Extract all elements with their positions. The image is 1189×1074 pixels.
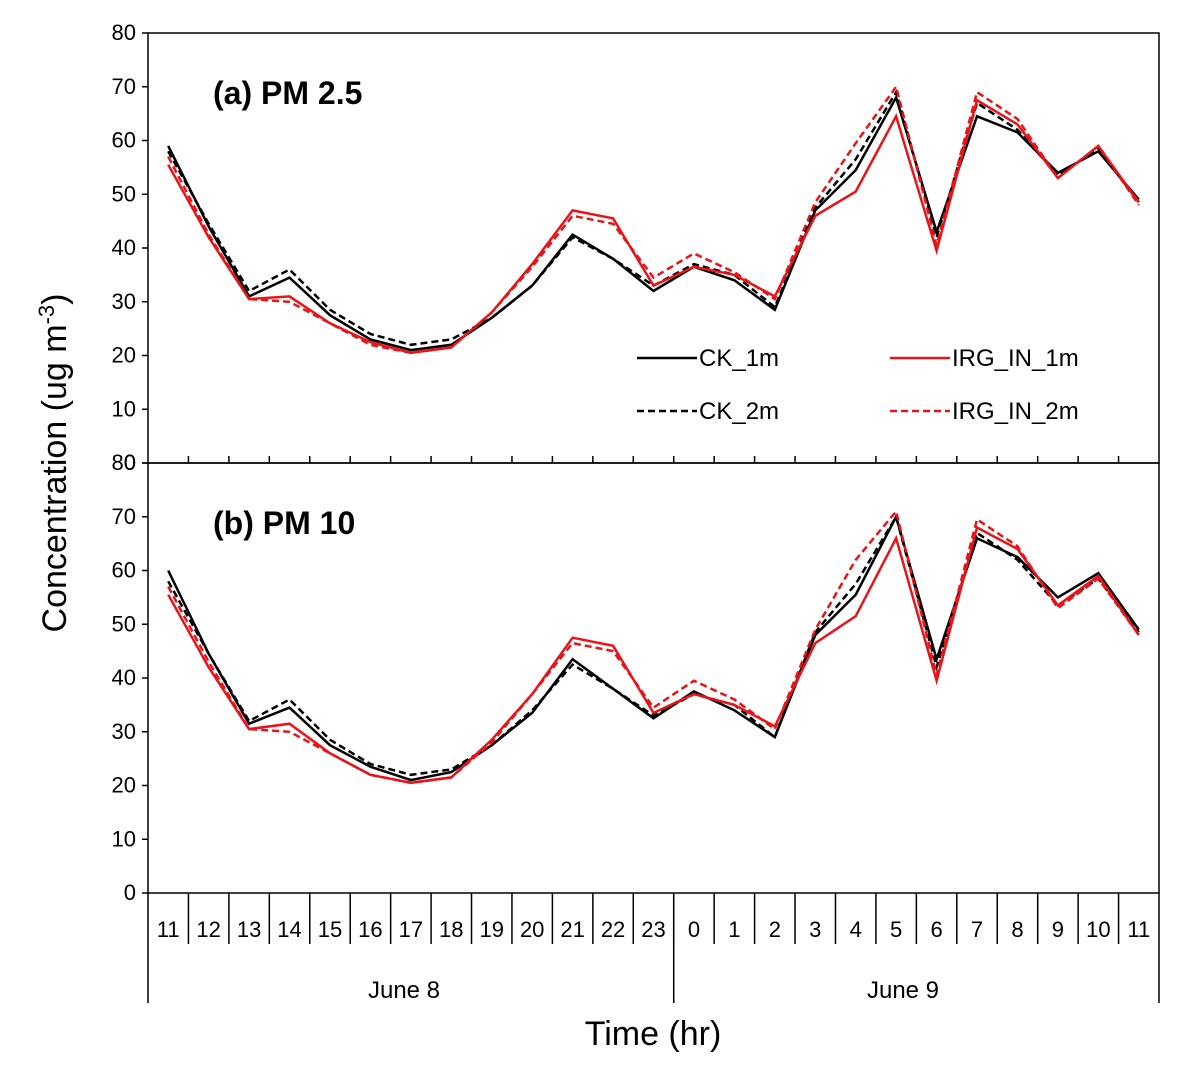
legend-label-ck-2m: CK_2m [699,398,779,425]
series-line-a-ck-1m [167,94,1140,352]
y-tick-label: 70 [112,74,136,99]
x-tick-label: 14 [277,917,301,942]
y-tick-label: 70 [112,504,136,529]
x-tick-label: 10 [1086,917,1110,942]
panel-b-title: (b) PM 10 [213,505,355,541]
day-label-june-8: June 8 [368,977,440,1004]
x-tick-label: 9 [1052,917,1064,942]
y-tick-label: 20 [112,343,136,368]
series-line-a-irg-in-2m [167,83,1140,355]
series-line-b-irg-in-1m [167,525,1140,785]
y-tick-label: 40 [112,665,136,690]
x-tick-label: 12 [196,917,220,942]
x-tick-label: 21 [560,917,584,942]
y-axis-title: Concentration (ug m-3) [34,294,74,633]
y-tick-label: 60 [112,128,136,153]
y-axis-title-superscript: -3 [34,305,59,325]
y-tick-label: 10 [112,396,136,421]
x-tick-label: 8 [1011,917,1023,942]
y-tick-label: 60 [112,558,136,583]
x-tick-label: 22 [601,917,625,942]
y-tick-label: 80 [112,450,136,475]
series-line-a-ck-2m [167,88,1140,347]
x-tick-label: 4 [850,917,862,942]
series-line-b-ck-2m [167,513,1140,777]
x-tick-label: 18 [439,917,463,942]
x-tick-labels: 11 12 13 14 15 16 17 18 19 20 21 22 23 0 1 2 3 4 5 6 7 8 9 10 11 [157,917,1150,942]
x-tick-label: 15 [318,917,342,942]
x-tick-label: 16 [358,917,382,942]
y-tick-label: 80 [112,20,136,45]
y-tick-label: 0 [124,450,136,475]
axis-ticks [142,32,1160,1003]
x-tick-label: 5 [890,917,902,942]
legend-label-irg-in-1m: IRG_IN_1m [952,345,1079,372]
x-tick-label: 1 [728,917,740,942]
series-lines [167,83,1140,785]
y-tick-label: 30 [112,289,136,314]
y-axis-title-close: ) [36,294,74,305]
y-tick-label: 50 [112,611,136,636]
legend-label-irg-in-2m: IRG_IN_2m [952,398,1079,425]
y-tick-label: 50 [112,181,136,206]
x-tick-label: 2 [769,917,781,942]
x-tick-label: 0 [688,917,700,942]
x-tick-label: 20 [520,917,544,942]
x-tick-label: 3 [809,917,821,942]
x-tick-label: 6 [930,917,942,942]
series-line-b-ck-1m [167,513,1140,782]
x-tick-label: 19 [479,917,503,942]
x-tick-label: 11 [157,917,180,942]
x-tick-label: 7 [971,917,983,942]
series-line-a-irg-in-1m [167,98,1140,355]
x-tick-label: 17 [399,917,423,942]
x-tick-label: 13 [237,917,261,942]
plot-frame [147,32,1160,894]
y-tick-label: 40 [112,235,136,260]
x-tick-label: 23 [641,917,665,942]
y-tick-label: 30 [112,719,136,744]
x-tick-label: 11 [1127,917,1150,942]
y-tick-label: 0 [124,880,136,905]
x-axis-title: Time (hr) [585,1015,722,1053]
legend-label-ck-1m: CK_1m [699,345,779,372]
y-tick-label: 10 [112,826,136,851]
y-axis-title-main: Concentration (ug m [36,324,74,632]
panel-a-title: (a) PM 2.5 [213,75,362,111]
legend: CK_1m IRG_IN_1m CK_2m IRG_IN_2m [637,345,1079,425]
y-tick-label: 20 [112,773,136,798]
day-label-june-9: June 9 [867,977,939,1004]
